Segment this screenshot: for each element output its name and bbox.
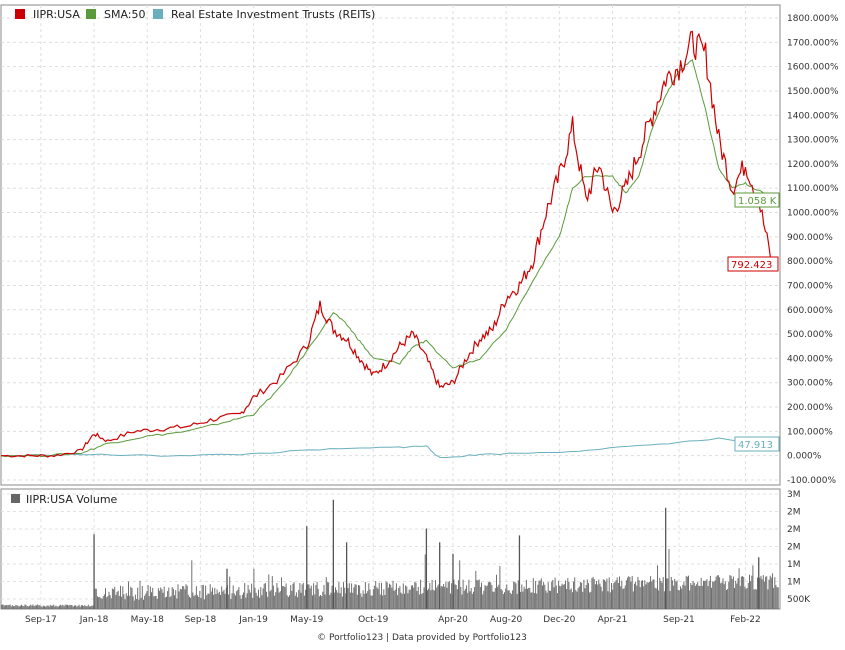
legend-swatch-sma: [86, 9, 96, 19]
legend-label-sma: SMA:50: [104, 8, 146, 21]
y-tick-label: 1800.000%: [787, 14, 839, 24]
x-tick-label: May-19: [290, 615, 323, 625]
series-line-iipr: [1, 30, 773, 458]
price-axis: 1800.000% 1700.000% 1600.000% 1500.000% 1400…: [787, 14, 839, 486]
y-tick-label: 1100.000%: [787, 184, 839, 194]
end-label-sma-box: [734, 192, 780, 208]
legend-swatch-iipr: [15, 9, 25, 19]
y-tick-label: 1600.000%: [787, 63, 839, 73]
x-tick-label: Aug-20: [490, 615, 523, 625]
x-tick-label: Apr-20: [438, 615, 468, 625]
x-tick-label: Dec-20: [543, 615, 575, 625]
legend-label-reit: Real Estate Investment Trusts (REITs): [171, 8, 375, 21]
y-tick-label: 1500.000%: [787, 87, 839, 97]
x-tick-label: Jan-19: [238, 615, 268, 625]
volume-bars: [1, 499, 779, 609]
x-tick-label: Sep-17: [25, 615, 57, 625]
end-label-sma-group: 1.058 K: [734, 192, 780, 208]
legend-label-iipr: IIPR:USA: [33, 8, 80, 21]
y-tick-label: 1700.000%: [787, 38, 839, 48]
footer-credit: © Portfolio123 | Data provided by Portfo…: [317, 633, 527, 643]
legend: IIPR:USA SMA:50 Real Estate Investment T…: [15, 8, 375, 21]
y-tick-label: 300.000%: [787, 379, 833, 389]
volume-tick-label: 3M: [787, 490, 801, 500]
volume-axis: 3M 2M 2M 2M 1M 1M 500K: [787, 490, 811, 605]
y-tick-label: 700.000%: [787, 281, 833, 291]
end-label-sma: 1.058 K: [738, 196, 777, 207]
series-layer: [0, 30, 773, 459]
y-tick-label: 1200.000%: [787, 160, 839, 170]
y-tick-label: 400.000%: [787, 354, 833, 364]
legend-swatch-reit: [153, 9, 163, 19]
end-label-reit-group: 47.913: [734, 436, 780, 452]
y-tick-label: 100.000%: [787, 427, 833, 437]
x-tick-label: Feb-22: [730, 615, 761, 625]
volume-legend: IIPR:USA Volume: [11, 493, 118, 506]
volume-tick-label: 2M: [787, 543, 801, 553]
x-tick-label: May-18: [131, 615, 164, 625]
series-line-reit: [0, 437, 773, 459]
y-tick-label: 1000.000%: [787, 209, 839, 219]
y-tick-label: -100.000%: [787, 476, 836, 486]
end-label-iipr-group: 792.423: [727, 256, 779, 272]
y-tick-label: 600.000%: [787, 306, 833, 316]
volume-tick-label: 500K: [787, 595, 811, 605]
series-line-sma: [0, 59, 773, 458]
y-tick-label: 200.000%: [787, 403, 833, 413]
volume-tick-label: 2M: [787, 508, 801, 518]
y-tick-label: 1300.000%: [787, 136, 839, 146]
end-label-reit: 47.913: [738, 440, 773, 451]
end-label-iipr: 792.423: [731, 260, 772, 271]
y-tick-label: 0.000%: [787, 452, 822, 462]
x-tick-label: Oct-19: [358, 615, 389, 625]
x-tick-label: Sep-21: [663, 615, 695, 625]
end-label-iipr-box: [727, 256, 779, 272]
volume-tick-label: 2M: [787, 525, 801, 535]
volume-tick-label: 1M: [787, 560, 801, 570]
y-tick-label: 900.000%: [787, 233, 833, 243]
time-grid: [40, 5, 746, 485]
volume-legend-swatch: [11, 494, 20, 503]
price-grid: [1, 17, 780, 481]
x-tick-label: Sep-18: [185, 615, 217, 625]
y-tick-label: 1400.000%: [787, 111, 839, 121]
y-tick-label: 500.000%: [787, 330, 833, 340]
y-tick-label: 800.000%: [787, 257, 833, 267]
volume-legend-label: IIPR:USA Volume: [26, 493, 118, 506]
x-tick-label: Apr-21: [598, 615, 628, 625]
volume-tick-label: 1M: [787, 578, 801, 588]
price-panel: [0, 4, 781, 486]
x-tick-label: Jan-18: [79, 615, 109, 625]
end-label-reit-box: [734, 436, 780, 452]
time-axis: Sep-17 Jan-18 May-18 Sep-18 Jan-19 May-19 Oct-…: [25, 615, 761, 625]
